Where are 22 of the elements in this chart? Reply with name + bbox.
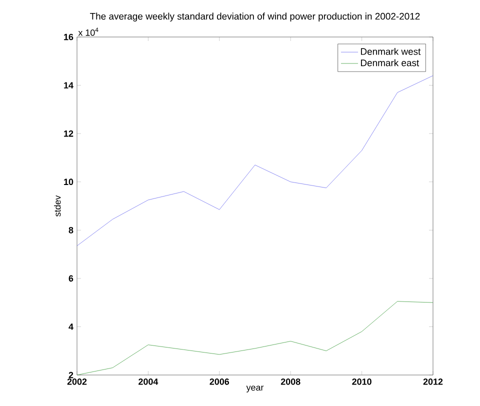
x-tick-label: 2010 [352,378,372,385]
x-tick-label: 2006 [210,378,230,385]
chart-title: The average weekly standard deviation of wind power production in 2002-2012 [90,12,420,22]
text: x 10$^{4}$ [78,28,98,36]
x-tick-label: 2012 [423,378,443,385]
y-tick-label: 16 [64,34,74,40]
y-tick-label: 10 [64,178,74,186]
y-tick-label: 4 [68,324,74,330]
x-tick-label: 2002 [67,378,87,385]
x-tick-label: 2008 [280,378,300,385]
x-axis-title: year [246,386,264,392]
y-tick-label: 14 [64,82,74,88]
line-series [77,301,434,375]
x-tick-label: 2004 [138,378,158,385]
y-tick-label: 12 [64,130,74,137]
y-tick-label: 8 [68,226,74,234]
legend-label: Denmark west [361,48,421,55]
y-tick-label: 6 [68,275,74,282]
legend-label: Denmark east [361,59,420,66]
y-tick-label: 2 [68,372,74,378]
line-series [77,75,434,246]
y-axis-title: stdev [54,195,61,216]
